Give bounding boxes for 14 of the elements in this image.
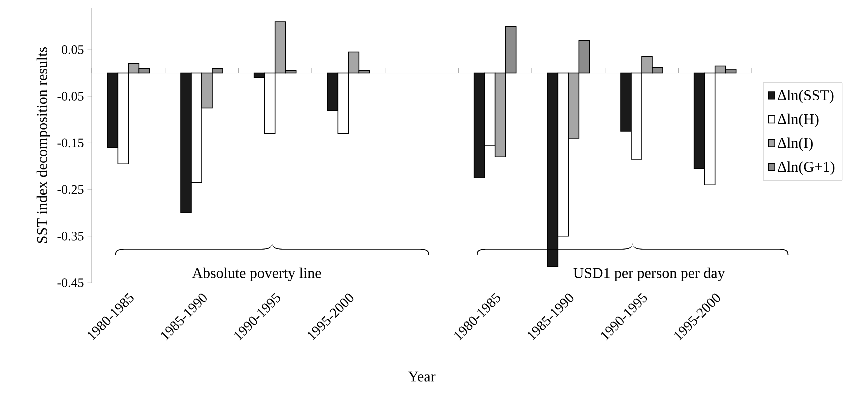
annotation: Absolute poverty line bbox=[192, 268, 322, 282]
y-tick-label: -0.45 bbox=[58, 278, 84, 288]
x-axis-title: Year bbox=[408, 372, 436, 382]
y-tick-label: -0.35 bbox=[58, 232, 84, 241]
y-tick-label: -0.15 bbox=[58, 138, 84, 148]
legend-label: Δln(H) bbox=[778, 114, 819, 128]
legend-label: Δln(I) bbox=[778, 138, 813, 152]
legend-label: Δln(G+1) bbox=[778, 162, 835, 176]
annotation: USD1 per person per day bbox=[574, 268, 726, 282]
legend-label: Δln(SST) bbox=[778, 90, 834, 104]
y-tick-label: 0.05 bbox=[62, 46, 84, 54]
y-tick-label: -0.25 bbox=[58, 185, 84, 194]
y-tick-label: -0.05 bbox=[58, 92, 84, 101]
y-axis-title: SST index decomposition results bbox=[36, 47, 50, 244]
